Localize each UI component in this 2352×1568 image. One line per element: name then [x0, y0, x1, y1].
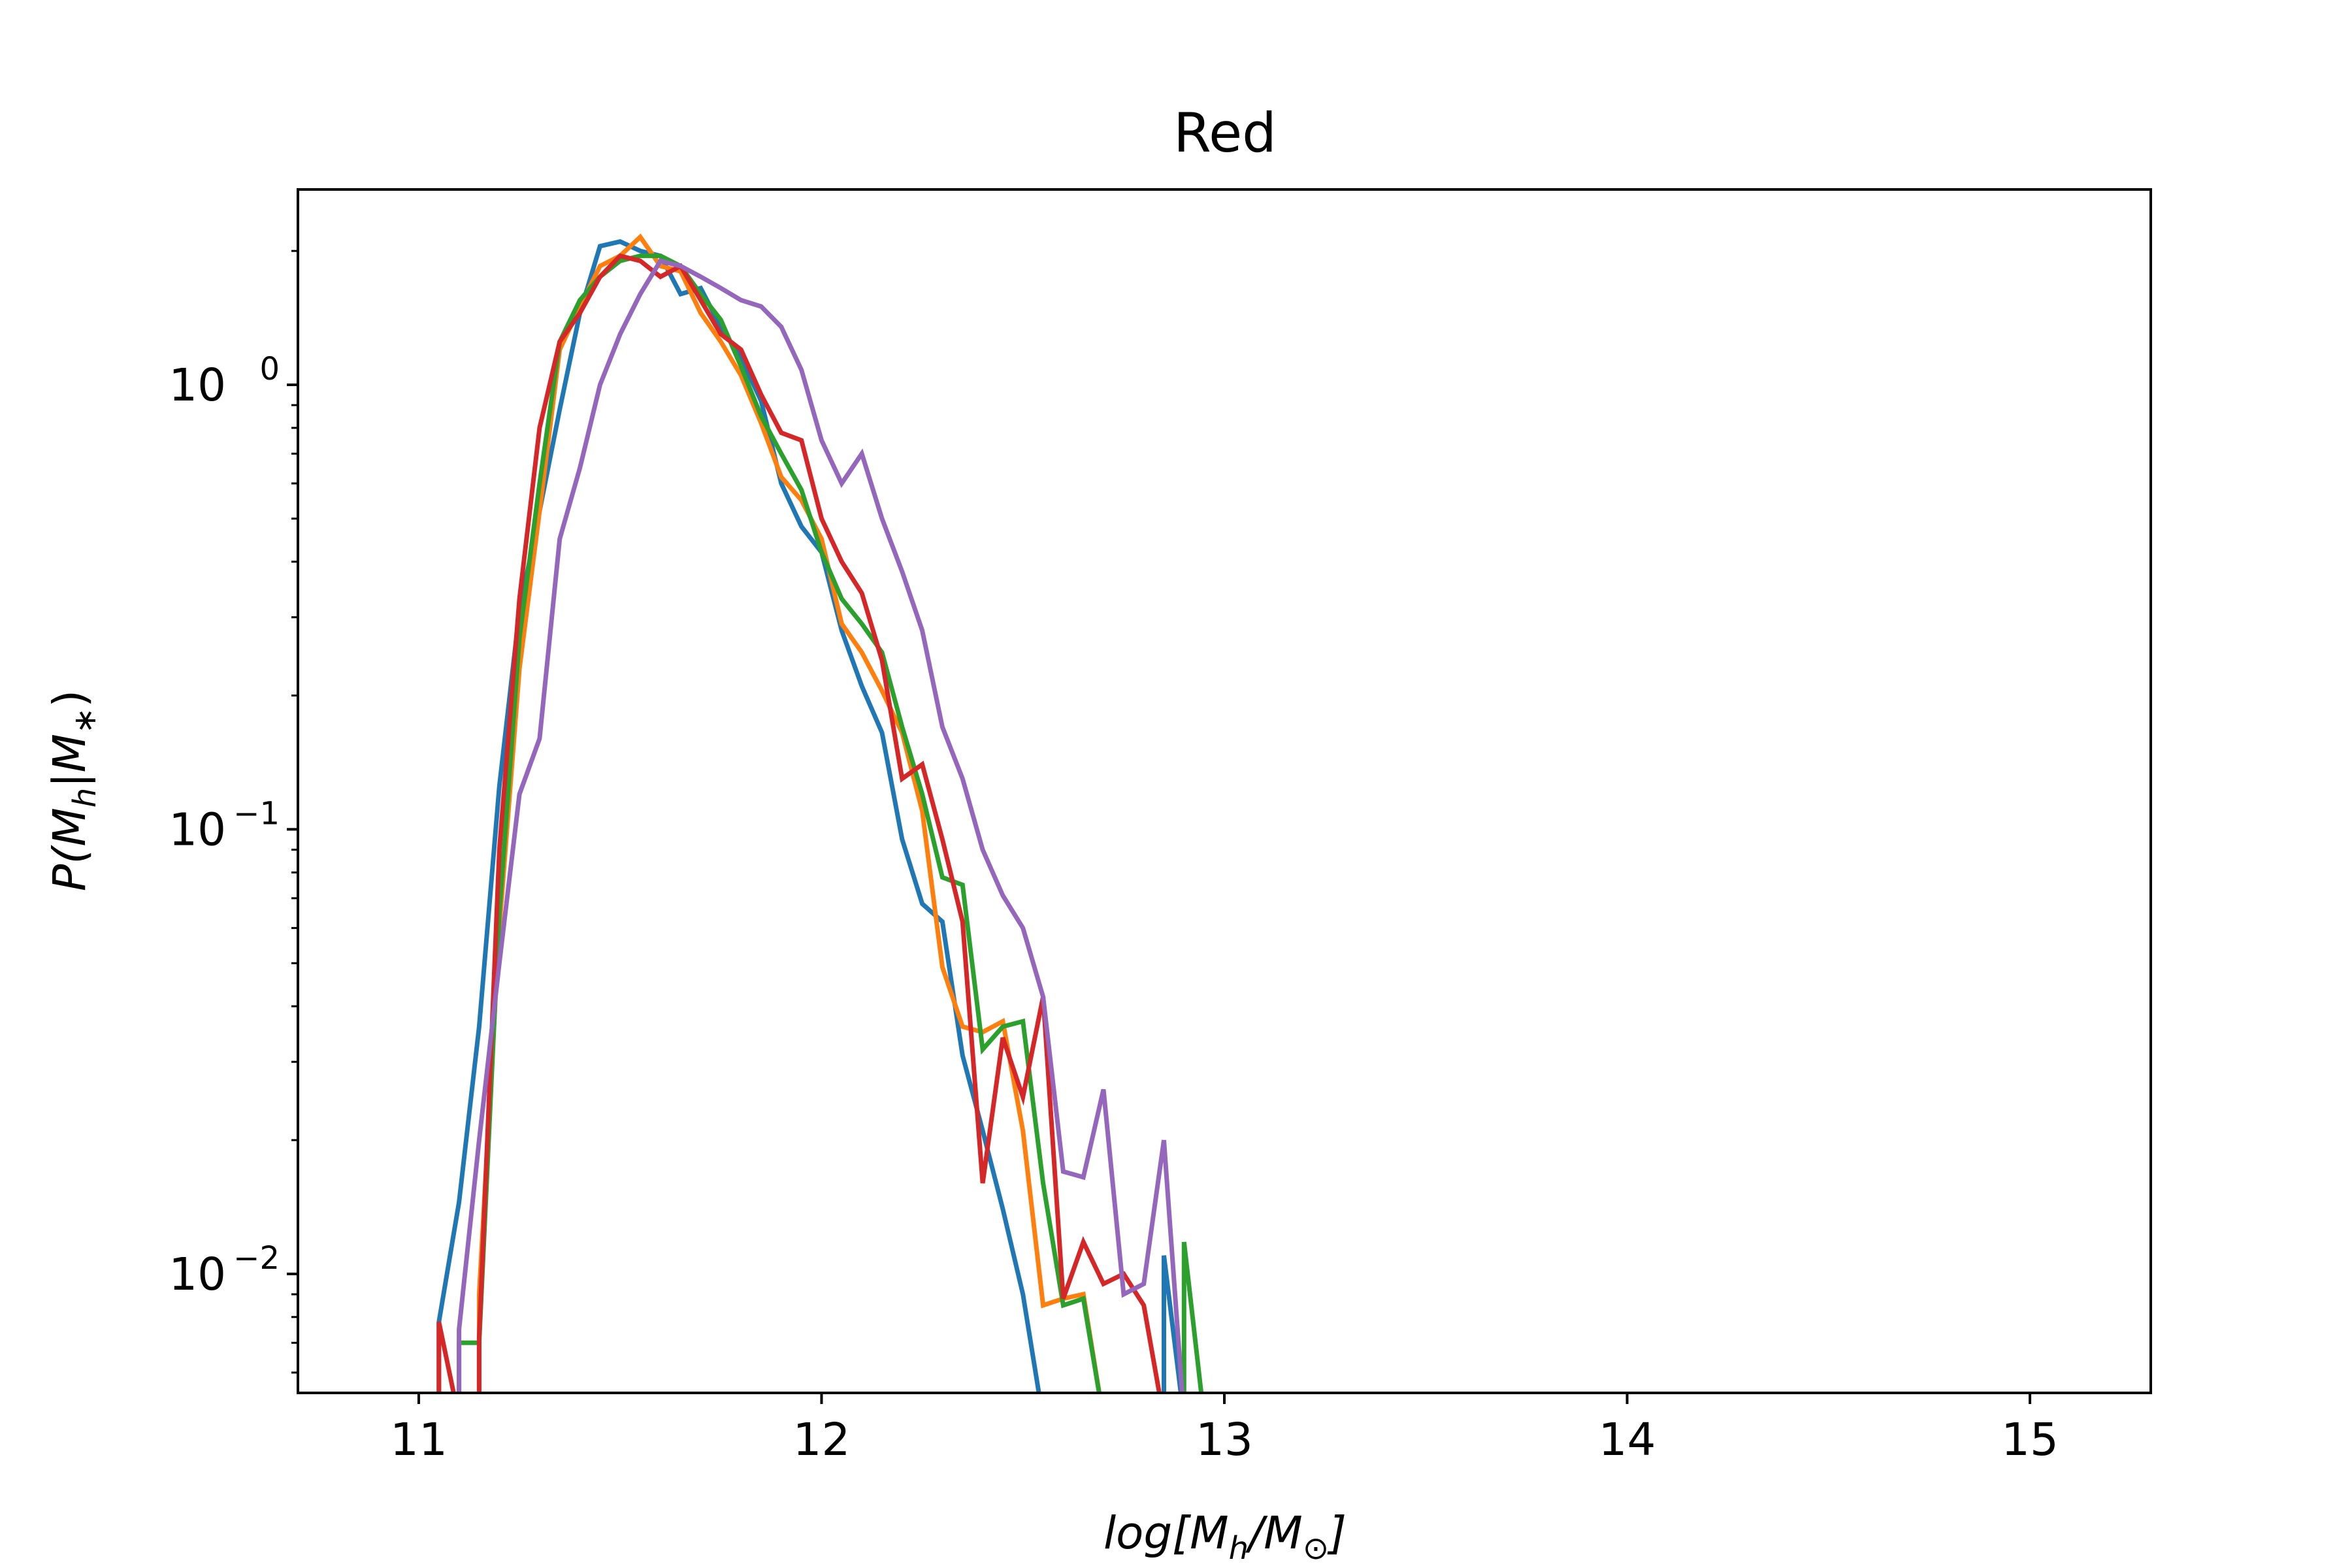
y-axis-label-close: ) — [44, 690, 96, 708]
x-axis-label: log[Mh/M⊙] — [1103, 1507, 1347, 1567]
y-tick-exponent: −1 — [233, 795, 280, 832]
x-tick-label: 11 — [390, 1414, 448, 1466]
x-axis-label-sub: h — [1229, 1530, 1249, 1567]
x-tick-label: 15 — [2001, 1414, 2059, 1466]
y-tick-exponent: −2 — [233, 1240, 280, 1277]
y-tick-label: 10 — [169, 359, 226, 412]
x-axis: 11 12 13 14 15 — [390, 1393, 2059, 1466]
series-layer — [436, 233, 1204, 1393]
y-axis-label-sub: h — [67, 788, 103, 808]
x-tick-label: 14 — [1599, 1414, 1656, 1466]
x-axis-label-mid: /M — [1245, 1507, 1303, 1560]
y-tick-base: 10 — [169, 1249, 226, 1301]
series-5 — [457, 258, 1184, 1393]
y-tick-label: 10 — [169, 1249, 226, 1301]
series-3 — [457, 253, 1204, 1393]
y-axis-label: P(Mh|M∗) — [44, 690, 103, 891]
y-tick-label: 10 — [169, 804, 226, 856]
y-tick-base: 10 — [169, 359, 226, 412]
x-axis-label-text: log[M — [1103, 1507, 1229, 1560]
x-axis-label-close: ] — [1327, 1507, 1347, 1560]
series-3-line — [457, 253, 1204, 1393]
series-4 — [436, 253, 1162, 1393]
x-tick-label: 12 — [793, 1414, 851, 1466]
y-axis-label-star: ∗ — [67, 708, 103, 734]
y-tick-exponent: 0 — [259, 351, 280, 387]
series-5-line — [457, 258, 1184, 1393]
x-tick-label: 13 — [1196, 1414, 1253, 1466]
y-axis-label-text: P(M — [44, 808, 96, 891]
y-axis-label-mid: |M — [44, 734, 96, 788]
x-axis-label-sun: ⊙ — [1303, 1530, 1329, 1567]
y-tick-base: 10 — [169, 804, 226, 856]
chart-title: Red — [1173, 101, 1277, 165]
series-4-line — [436, 253, 1162, 1393]
